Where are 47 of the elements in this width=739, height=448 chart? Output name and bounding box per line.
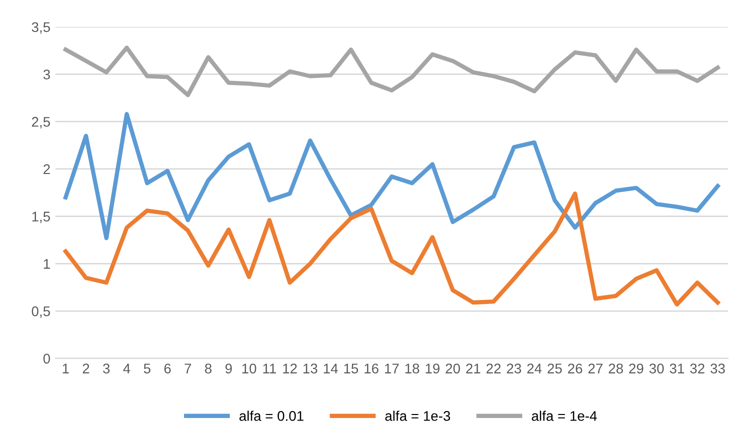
x-tick-label: 25 [548,364,562,374]
x-tick-label: 1 [62,364,69,374]
x-tick-label: 11 [263,364,276,374]
x-tick-label: 28 [608,364,623,374]
x-tick-label: 13 [303,364,318,374]
y-tick-label: 2,5 [32,116,50,128]
x-tick-label: 2 [82,364,90,374]
x-tick-label: 14 [324,364,338,374]
x-tick-label: 22 [486,364,501,374]
y-tick-label: 3 [43,70,50,80]
y-tick-label: 0,5 [32,306,50,318]
line-series [64,46,720,98]
x-tick-label: 3 [103,364,110,374]
x-tick-label: 4 [123,364,130,374]
y-tick-label: 0 [43,354,50,364]
x-tick-label: 26 [568,364,582,374]
x-tick-label: 30 [649,364,664,374]
line-series [64,112,720,240]
y-tick-label: 1,5 [32,212,50,224]
x-tick-label: 24 [527,364,542,374]
x-tick-label: 5 [144,364,150,374]
x-tick-label: 12 [283,364,297,374]
x-tick-label: 21 [466,364,480,374]
y-tick-label: 2 [44,164,50,174]
x-tick-label: 32 [690,364,704,374]
y-tick-label: 1 [44,259,50,269]
x-tick-label: 16 [364,364,378,374]
x-tick-label: 23 [506,364,522,374]
legend-label: alfa = 1e-3 [385,410,450,421]
x-tick-label: 9 [225,364,232,374]
x-tick-label: 27 [588,364,602,374]
x-tick-label: 20 [446,364,460,374]
x-tick-label: 7 [184,364,192,374]
x-tick-label: 15 [344,364,358,374]
x-tick-label: 33 [710,364,725,374]
x-tick-label: 10 [242,364,256,374]
x-tick-label: 17 [385,364,399,374]
x-tick-label: 8 [205,364,212,374]
x-tick-label: 29 [629,364,644,374]
legend-label: alfa = 1e-4 [532,410,597,421]
x-tick-label: 6 [164,364,171,374]
x-tick-label: 19 [426,364,440,374]
legend-label: alfa = 0.01 [239,410,304,421]
line-series [64,192,720,306]
x-tick-label: 31 [670,364,684,374]
y-tick-label: 3,5 [32,22,50,34]
x-tick-label: 18 [405,364,420,374]
